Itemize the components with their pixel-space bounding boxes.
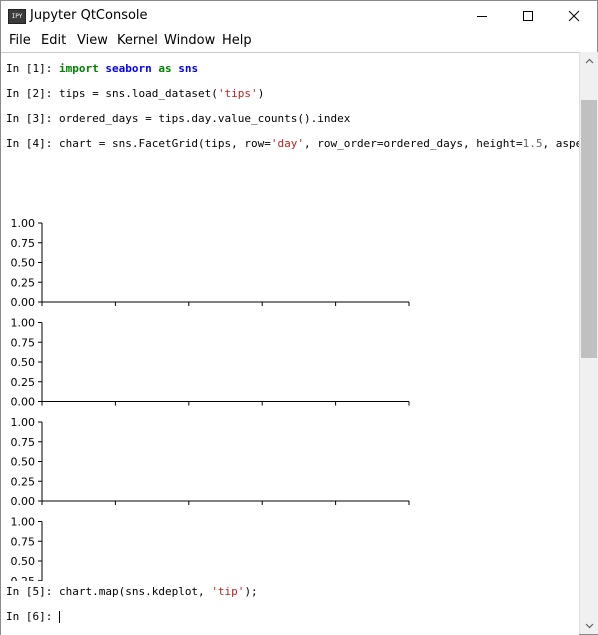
input-prompt: In [4]: <box>6 137 53 150</box>
y-tick-label: 0.25 <box>11 376 36 389</box>
menu-edit[interactable]: Edit <box>41 33 67 48</box>
window-title: Jupyter QtConsole <box>30 8 148 23</box>
vertical-scrollbar[interactable] <box>579 52 598 634</box>
scroll-up-button[interactable] <box>580 52 598 69</box>
chevron-up-icon <box>585 58 593 63</box>
scrollbar-thumb[interactable] <box>581 100 597 358</box>
code-number: 1.5 <box>522 137 543 150</box>
code-text: , row_order=ordered_days, height= <box>304 137 523 150</box>
minimize-icon <box>477 16 487 17</box>
code-module: sns <box>178 62 199 75</box>
maximize-icon <box>523 11 533 21</box>
menu-window[interactable]: Window <box>164 33 216 48</box>
y-tick-label: 0.00 <box>11 396 36 409</box>
input-line-6[interactable]: In [6]: <box>6 610 60 623</box>
code-keyword: as <box>158 62 172 75</box>
input-line-4: In [4]: chart = sns.FacetGrid(tips, row=… <box>6 137 579 150</box>
maximize-button[interactable] <box>505 1 551 31</box>
y-tick-label: 0.00 <box>11 296 36 309</box>
input-line-3: In [3]: ordered_days = tips.day.value_co… <box>6 112 350 125</box>
input-prompt: In [1]: <box>6 62 53 75</box>
chevron-down-icon <box>585 623 593 628</box>
menu-kernel[interactable]: Kernel <box>117 33 158 48</box>
code-module: seaborn <box>105 62 152 75</box>
menu-bar: File Edit View Kernel Window Help <box>1 31 597 52</box>
close-icon <box>568 10 580 22</box>
y-tick-label: 0.50 <box>11 356 36 369</box>
minimize-button[interactable] <box>459 1 505 31</box>
y-tick-label: 0.50 <box>11 555 36 568</box>
menu-help[interactable]: Help <box>222 33 252 48</box>
input-prompt: In [2]: <box>6 87 53 100</box>
input-line-2: In [2]: tips = sns.load_dataset('tips') <box>6 87 264 100</box>
y-tick-label: 1.00 <box>11 217 36 230</box>
text-cursor <box>58 611 60 623</box>
input-prompt: In [6]: <box>6 610 53 623</box>
y-tick-label: 0.25 <box>11 575 36 581</box>
y-tick-label: 0.25 <box>11 276 36 289</box>
menu-file[interactable]: File <box>9 33 31 48</box>
code-text: ordered_days = tips.day.value_counts().i… <box>58 112 351 125</box>
y-tick-label: 0.50 <box>11 456 36 469</box>
code-text: chart.map(sns.kdeplot, <box>58 585 212 598</box>
y-tick-label: 0.75 <box>11 336 36 349</box>
y-tick-label: 0.75 <box>11 535 36 548</box>
y-tick-label: 0.00 <box>11 495 36 508</box>
input-line-1: In [1]: import seaborn as sns <box>6 62 198 75</box>
y-tick-label: 0.75 <box>11 237 36 250</box>
y-tick-label: 1.00 <box>11 516 36 529</box>
y-tick-label: 0.75 <box>11 436 36 449</box>
code-text: chart = sns.FacetGrid(tips, row= <box>58 137 271 150</box>
y-tick-label: 0.50 <box>11 257 36 270</box>
input-prompt: In [3]: <box>6 112 53 125</box>
code-text: ); <box>244 585 258 598</box>
y-tick-label: 0.25 <box>11 475 36 488</box>
code-text: ) <box>257 87 265 100</box>
code-text: , aspect= <box>542 137 579 150</box>
title-bar[interactable]: IPY Jupyter QtConsole <box>1 1 597 31</box>
facetgrid-chart: 1.00 0.75 0.50 0.25 0.00 1.00 0.75 0.50 0.25 0.00… <box>11 217 410 581</box>
code-string: 'tip' <box>211 585 245 598</box>
input-line-5: In [5]: chart.map(sns.kdeplot, 'tip'); <box>6 585 258 598</box>
jupyter-app-icon: IPY <box>8 9 26 24</box>
y-tick-label: 1.00 <box>11 317 36 330</box>
console-output-area[interactable]: In [1]: import seaborn as sns In [2]: ti… <box>1 52 579 635</box>
scroll-down-button[interactable] <box>580 617 598 634</box>
code-keyword: import <box>58 62 99 75</box>
y-tick-label: 1.00 <box>11 416 36 429</box>
code-string: 'tips' <box>217 87 258 100</box>
menu-view[interactable]: View <box>77 33 108 48</box>
input-prompt: In [5]: <box>6 585 53 598</box>
code-text: tips = sns.load_dataset( <box>58 87 218 100</box>
code-string: 'day' <box>270 137 305 150</box>
close-button[interactable] <box>551 1 597 31</box>
